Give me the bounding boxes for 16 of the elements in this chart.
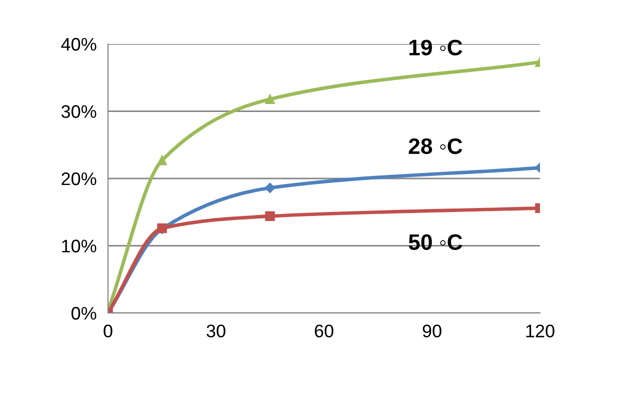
x-tick-label: 60 — [314, 324, 334, 338]
series-label: 28 ◦C — [408, 138, 462, 154]
x-tick-label: 30 — [206, 324, 226, 338]
y-tick-label: 30% — [61, 105, 96, 118]
series-label: 50 ◦C — [408, 234, 462, 250]
point — [157, 155, 167, 166]
y-tick-label: 0% — [72, 306, 96, 320]
y-tick-label: 40% — [61, 38, 96, 51]
x-tick-label: 120 — [526, 324, 554, 338]
y-tick-label: 10% — [62, 240, 96, 252]
y-tick-label: 20% — [62, 172, 96, 186]
point — [265, 211, 275, 222]
series-label: 19 ◦C — [409, 40, 462, 56]
x-tick-label: 0 — [104, 324, 112, 338]
x-tick-label: 90 — [422, 324, 442, 338]
point — [265, 94, 275, 104]
